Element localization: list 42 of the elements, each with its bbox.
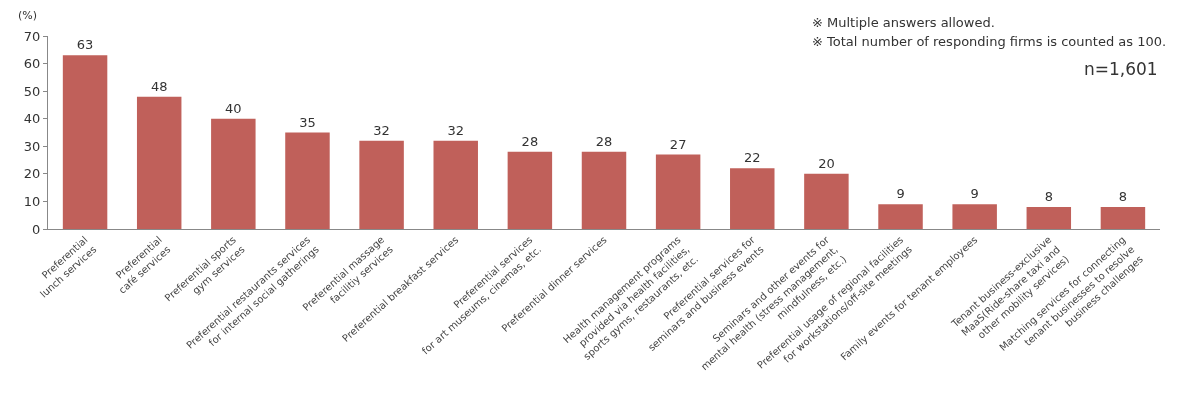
text: ※ Multiple answers allowed.: [812, 15, 995, 30]
y-tick-label: 10: [23, 193, 41, 209]
y-tick-label: 40: [23, 111, 41, 127]
bar: [1026, 206, 1072, 229]
data-label: 32: [447, 122, 464, 138]
bar: [211, 118, 256, 229]
bar: [359, 140, 404, 229]
data-label: 28: [521, 133, 539, 149]
y-tick-label: 50: [23, 83, 41, 99]
data-label: 48: [150, 78, 168, 94]
bar: [730, 168, 775, 229]
y-tick-label: 30: [23, 138, 41, 154]
bar: [1100, 206, 1146, 229]
data-label: 9: [970, 186, 979, 202]
y-tick-label: 0: [32, 221, 41, 237]
data-label: 8: [1118, 188, 1128, 204]
data-label: 9: [896, 186, 905, 202]
data-label: 22: [744, 150, 761, 166]
bar: [581, 151, 627, 229]
data-label: 8: [1044, 188, 1053, 204]
annotation: ※ Total number of responding firms is counted as 100.: [812, 34, 1167, 49]
y-tick-label: 70: [23, 28, 41, 44]
y-tick-label: 60: [23, 56, 41, 72]
bar: [655, 154, 701, 229]
bar: [136, 96, 182, 229]
bar: [433, 140, 478, 229]
data-label: 27: [669, 136, 687, 152]
bar: [878, 204, 923, 229]
data-label: 40: [225, 100, 242, 116]
bar: [285, 132, 330, 229]
y-tick-label: 20: [23, 166, 41, 182]
data-label: 28: [595, 133, 613, 149]
data-label: 32: [373, 122, 390, 138]
bar: [507, 151, 553, 229]
bar: [804, 173, 849, 229]
bar: [952, 204, 997, 229]
data-label: 35: [299, 114, 316, 130]
data-label: 20: [818, 155, 835, 171]
data-label: 63: [76, 37, 94, 53]
y-axis-title: (%): [18, 9, 38, 22]
bar: [62, 55, 108, 229]
annotation: n=1,601: [1084, 59, 1158, 79]
